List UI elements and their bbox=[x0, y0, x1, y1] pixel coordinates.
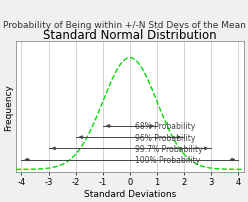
Text: 100% Probability: 100% Probability bbox=[135, 155, 200, 164]
Text: 96% Probability: 96% Probability bbox=[135, 133, 196, 142]
Text: 68% Probability: 68% Probability bbox=[135, 122, 196, 131]
Text: Probability of Being within +/-N Std Devs of the Mean: Probability of Being within +/-N Std Dev… bbox=[2, 21, 246, 30]
X-axis label: Standard Deviations: Standard Deviations bbox=[84, 189, 176, 198]
Y-axis label: Frequency: Frequency bbox=[4, 83, 13, 130]
Text: 99.7% Probability: 99.7% Probability bbox=[135, 144, 203, 153]
Title: Standard Normal Distribution: Standard Normal Distribution bbox=[43, 28, 217, 41]
